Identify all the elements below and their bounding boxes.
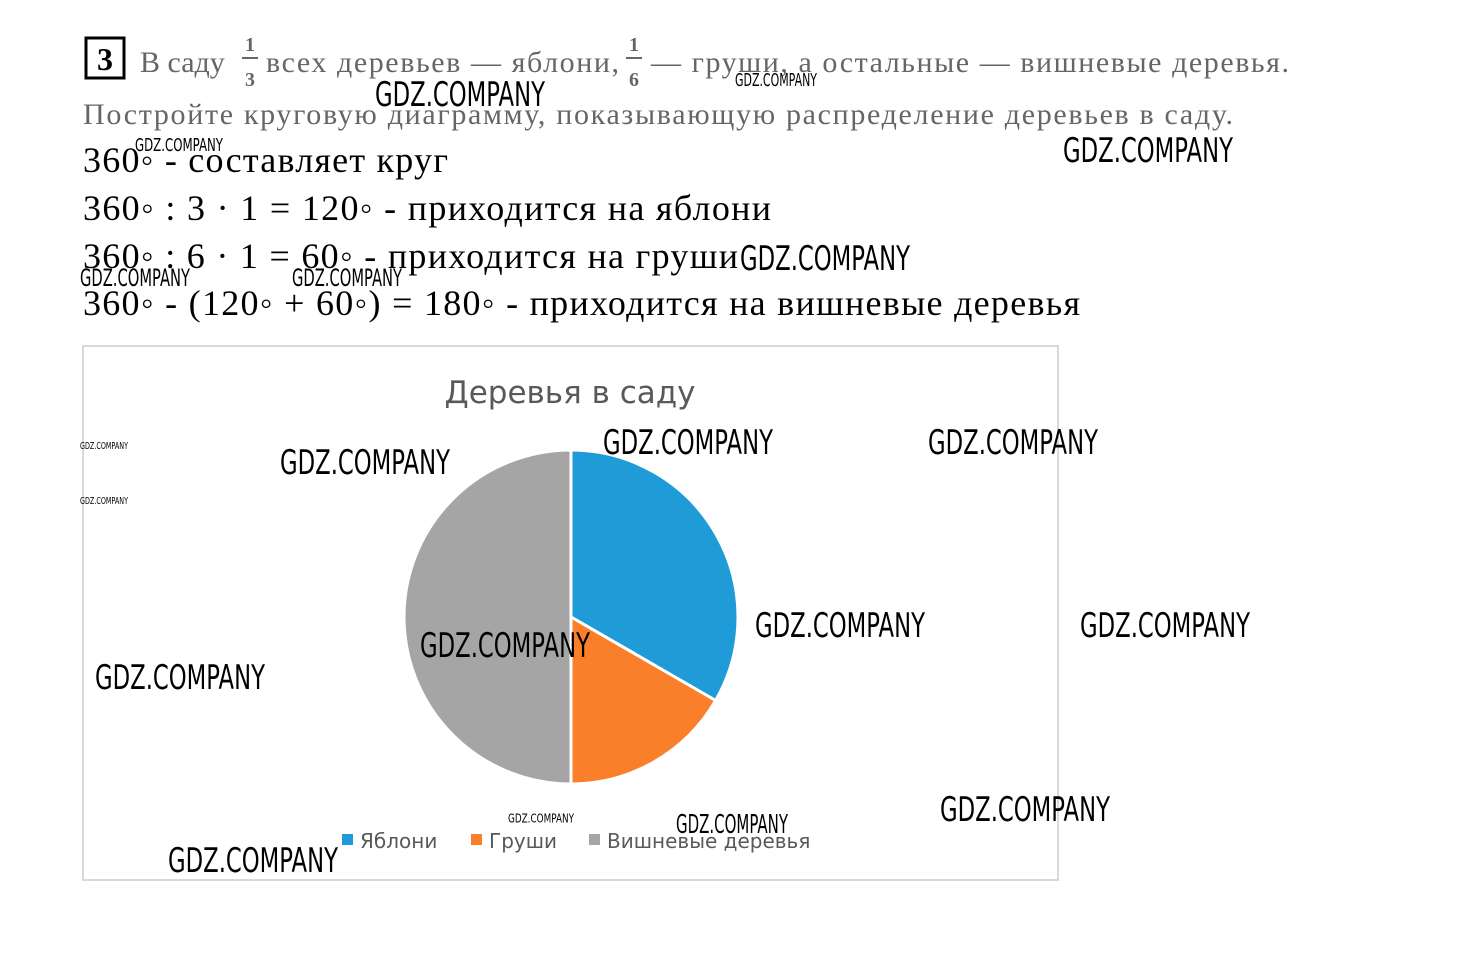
legend-label: Груши [489, 829, 557, 853]
watermark: GDZ.COMPANY [755, 606, 925, 646]
watermark: GDZ.COMPANY [80, 264, 190, 292]
watermark: GDZ.COMPANY [420, 626, 590, 666]
watermark: GDZ.COMPANY [280, 443, 450, 483]
pie-slice [569, 614, 718, 786]
solution-line: 360◦ - (120◦ + 60◦) = 180◦ - приходится … [83, 283, 1080, 323]
watermark: GDZ.COMPANY [928, 423, 1098, 463]
denominator: 6 [629, 69, 639, 91]
legend-swatch [589, 834, 600, 845]
solution-line: 360◦ : 6 · 1 = 60◦ - приходится на груши [83, 236, 738, 276]
watermark: GDZ.COMPANY [1063, 131, 1233, 171]
watermark: GDZ.COMPANY [735, 70, 818, 91]
legend-label: Яблони [360, 829, 437, 853]
problem-number: 3 [97, 41, 113, 77]
pie-slice [402, 448, 573, 786]
solution-line: 360◦ : 3 · 1 = 120◦ - приходится на ябло… [83, 188, 771, 228]
watermark: GDZ.COMPANY [375, 75, 545, 115]
numerator: 1 [245, 34, 255, 56]
watermark: GDZ.COMPANY [603, 423, 773, 463]
watermark: GDZ.COMPANY [508, 812, 574, 826]
legend-label: Вишневые деревья [607, 829, 810, 853]
number-box [84, 36, 126, 80]
watermark: GDZ.COMPANY [168, 841, 338, 881]
watermark: GDZ.COMPANY [940, 790, 1110, 830]
watermark: GDZ.COMPANY [80, 441, 129, 452]
problem-text: В саду [140, 46, 225, 79]
chart-title: Деревья в саду [444, 375, 695, 411]
watermark: GDZ.COMPANY [292, 264, 402, 292]
legend-swatch [342, 834, 353, 845]
watermark: GDZ.COMPANY [740, 239, 910, 279]
legend-swatch [471, 834, 482, 845]
denominator: 3 [245, 69, 255, 91]
pie-slice [569, 448, 740, 703]
watermark: GDZ.COMPANY [135, 135, 224, 156]
watermark: GDZ.COMPANY [1080, 606, 1250, 646]
solution-line: 360◦ - составляет круг [83, 140, 448, 180]
problem: В саду 1 3 всех деревьев — яблони, 1 6 —… [83, 34, 1289, 131]
watermark: GDZ.COMPANY [95, 658, 265, 698]
watermark: GDZ.COMPANY [676, 810, 788, 840]
numerator: 1 [629, 34, 639, 56]
problem-text: Постройте круговую диаграмму, показывающ… [83, 98, 1233, 131]
problem-text: всех деревьев — яблони, [266, 46, 619, 79]
watermark: GDZ.COMPANY [80, 496, 129, 507]
